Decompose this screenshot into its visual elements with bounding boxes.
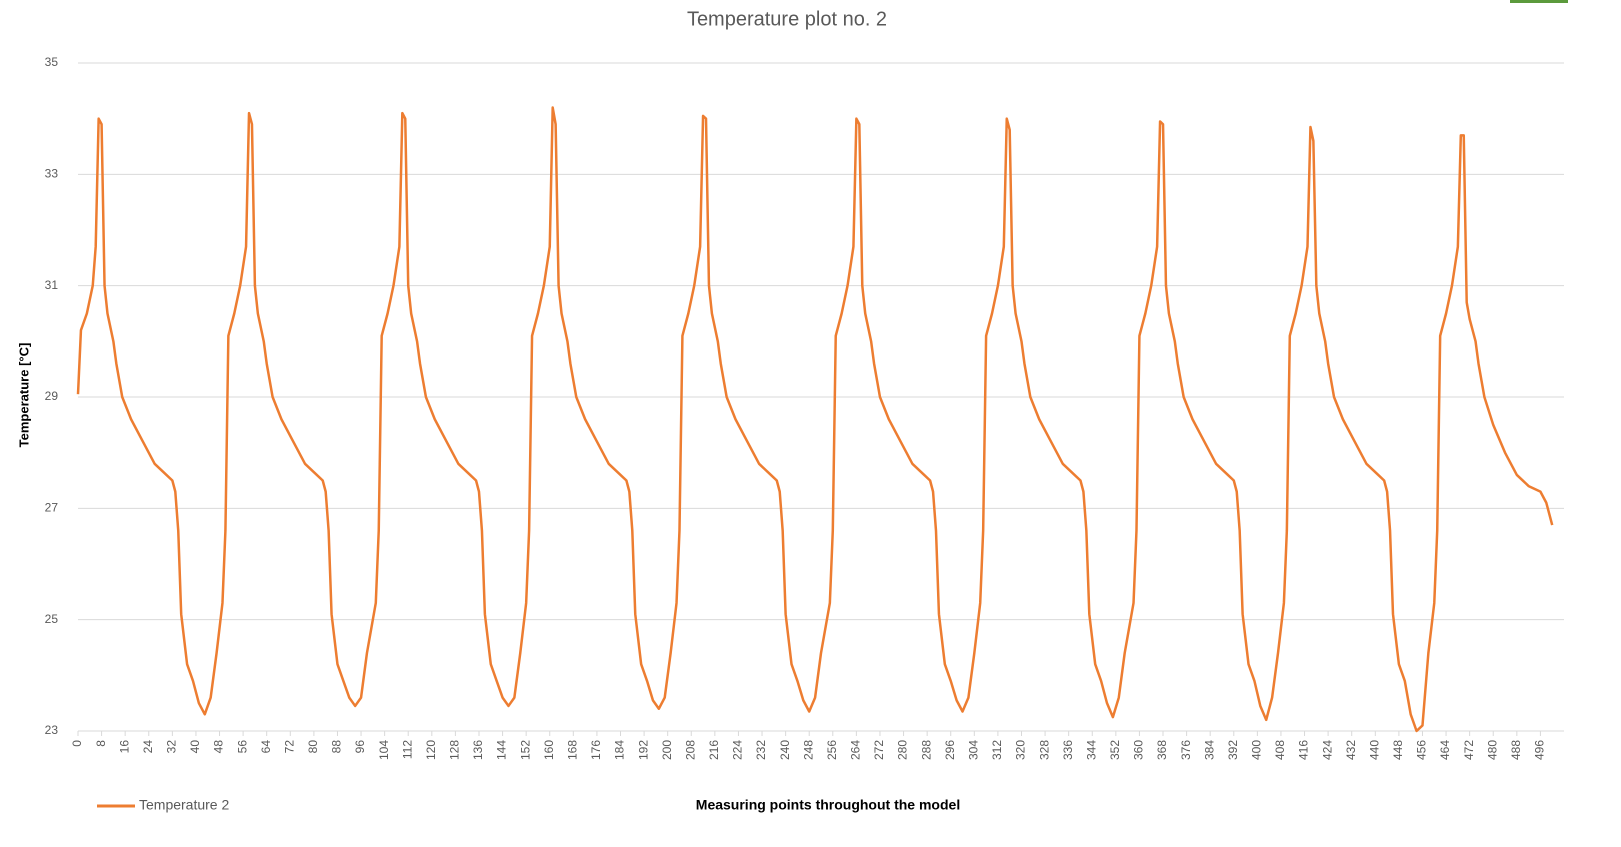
x-tick-label: 312 [990,740,1004,760]
x-tick-label: 240 [778,740,792,760]
x-tick-label: 264 [849,740,863,760]
chart-title: Temperature plot no. 2 [687,8,887,30]
x-tick-label: 128 [448,740,462,760]
x-tick-label: 224 [731,740,745,760]
x-tick-label: 424 [1320,740,1334,760]
x-tick-label: 448 [1391,740,1405,760]
x-tick-label: 304 [966,740,980,760]
x-tick-label: 120 [424,740,438,760]
x-tick-label: 192 [636,740,650,760]
x-tick-label: 0 [70,740,84,747]
y-axis-label: Temperature [°C] [16,343,31,448]
x-tick-label: 144 [495,740,509,760]
x-tick-label: 248 [801,740,815,760]
x-tick-label: 480 [1485,740,1499,760]
x-tick-label: 168 [566,740,580,760]
x-tick-label: 360 [1132,740,1146,760]
x-tick-label: 48 [212,740,226,754]
legend-label: Temperature 2 [139,797,229,813]
x-tick-label: 416 [1297,740,1311,760]
x-tick-label: 24 [141,740,155,754]
x-tick-label: 56 [235,740,249,754]
x-tick-label: 200 [660,740,674,760]
x-tick-label: 336 [1061,740,1075,760]
x-tick-label: 96 [353,740,367,754]
x-tick-label: 88 [330,740,344,754]
x-tick-label: 160 [542,740,556,760]
x-tick-label: 432 [1344,740,1358,760]
x-tick-label: 80 [306,740,320,754]
x-tick-label: 232 [754,740,768,760]
x-tick-label: 392 [1226,740,1240,760]
x-tick-label: 176 [589,740,603,760]
x-tick-label: 256 [825,740,839,760]
x-tick-label: 328 [1037,740,1051,760]
x-tick-label: 136 [471,740,485,760]
x-tick-label: 288 [919,740,933,760]
x-tick-label: 112 [400,740,414,759]
x-tick-label: 384 [1202,740,1216,760]
x-tick-label: 40 [188,740,202,754]
x-tick-label: 16 [117,740,131,754]
x-tick-label: 280 [896,740,910,760]
y-tick-label: 25 [45,612,59,626]
x-tick-label: 400 [1250,740,1264,760]
x-tick-label: 472 [1462,740,1476,760]
series-line [76,106,1554,733]
y-tick-label: 35 [45,55,59,69]
x-tick-label: 368 [1155,740,1169,760]
x-tick-label: 32 [165,740,179,754]
y-tick-label: 27 [45,501,59,515]
x-tick-label: 488 [1509,740,1523,760]
x-axis-label: Measuring points throughout the model [696,797,960,813]
x-tick-label: 408 [1273,740,1287,760]
x-tick-label: 272 [872,740,886,760]
x-tick-label: 456 [1415,740,1429,760]
decoration-bar [1510,0,1568,3]
x-tick-label: 496 [1533,740,1547,760]
x-tick-label: 344 [1084,740,1098,760]
y-tick-label: 31 [45,278,59,292]
x-tick-label: 152 [518,740,532,760]
x-tick-label: 296 [943,740,957,760]
x-tick-label: 376 [1179,740,1193,760]
x-tick-label: 8 [94,740,108,747]
x-tick-label: 72 [282,740,296,754]
x-tick-label: 208 [683,740,697,760]
y-tick-label: 29 [45,389,59,403]
y-tick-label: 23 [45,723,59,737]
x-tick-label: 184 [613,740,627,760]
x-tick-label: 64 [259,740,273,754]
x-tick-label: 464 [1438,740,1452,760]
x-tick-label: 216 [707,740,721,760]
y-tick-label: 33 [45,167,59,181]
x-tick-label: 104 [377,740,391,760]
x-tick-label: 440 [1367,740,1381,760]
x-tick-label: 352 [1108,740,1122,760]
x-tick-label: 320 [1014,740,1028,760]
